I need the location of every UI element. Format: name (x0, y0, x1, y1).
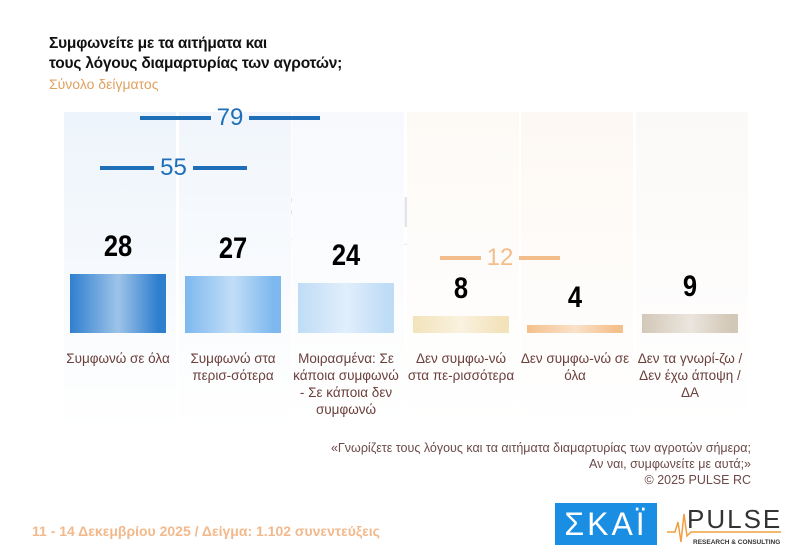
category-label: Δεν τα γνωρί-ζω / Δεν έχω άποψη / ΔΑ (637, 351, 743, 400)
category-label: Συμφωνώ στα περισ-σότερα (190, 351, 276, 383)
note-line: Αν ναι, συμφωνείτε με αυτά;» (589, 457, 751, 471)
bracket-value: 12 (486, 244, 514, 271)
data-label: 28 (103, 230, 133, 264)
sum-bracket: 55 (100, 154, 248, 182)
note-line: «Γνωρίζετε τους λόγους και τα αιτήματα δ… (330, 441, 751, 455)
data-label: 4 (567, 280, 583, 314)
svg-text:RESEARCH & CONSULTING: RESEARCH & CONSULTING (693, 539, 780, 546)
bracket-value: 79 (216, 104, 244, 131)
skai-logo: ΣΚΑΪ (555, 503, 657, 545)
bar (413, 316, 509, 333)
question-note: «Γνωρίζετε τους λόγους και τα αιτήματα δ… (331, 440, 751, 488)
title-line: Συμφωνείτε με τα αιτήματα και (49, 35, 268, 52)
sum-bracket: 12 (440, 244, 561, 272)
column-background (64, 112, 176, 430)
data-label: 8 (453, 272, 469, 306)
bracket-line (249, 116, 321, 120)
category-label: Συμφωνώ σε όλα (66, 351, 170, 366)
bracket-line (140, 116, 211, 120)
title-line: τους λόγους διαμαρτυρίας των αγροτών; (49, 55, 343, 72)
svg-text:PULSE: PULSE (687, 504, 782, 534)
pulse-logo: PULSE RESEARCH & CONSULTING (667, 504, 782, 546)
footer-info: 11 - 14 Δεκεμβρίου 2025 / Δείγμα: 1.102 … (32, 523, 380, 539)
category-label: Μοιρασμένα: Σε κάποια συμφωνώ - Σε κάποι… (293, 351, 399, 417)
chart-title: Συμφωνείτε με τα αιτήματα και τους λόγους… (49, 34, 342, 74)
copyright: © 2025 PULSE RC (644, 473, 751, 487)
column-background (521, 112, 633, 430)
bracket-line (519, 256, 561, 260)
category-label: Δεν συμφω-νώ στα πε-ρισσότερα (407, 351, 515, 383)
data-label: 27 (218, 232, 248, 266)
bar (185, 276, 281, 333)
category-label: Δεν συμφω-νώ σε όλα (520, 351, 630, 383)
bar (70, 274, 166, 333)
bracket-line (100, 166, 155, 170)
column-background (636, 112, 748, 430)
bar (527, 324, 623, 333)
chart-subtitle: Σύνολο δείγματος (49, 76, 159, 92)
bar (642, 314, 738, 333)
bracket-value: 55 (160, 154, 187, 181)
sum-bracket: 79 (140, 104, 321, 132)
bar (298, 282, 394, 333)
column-background (179, 112, 291, 430)
bracket-line (440, 256, 481, 260)
column-background (292, 112, 404, 430)
data-label: 9 (682, 270, 698, 304)
data-label: 24 (331, 238, 361, 272)
bracket-line (192, 166, 248, 170)
column-background (407, 112, 519, 430)
